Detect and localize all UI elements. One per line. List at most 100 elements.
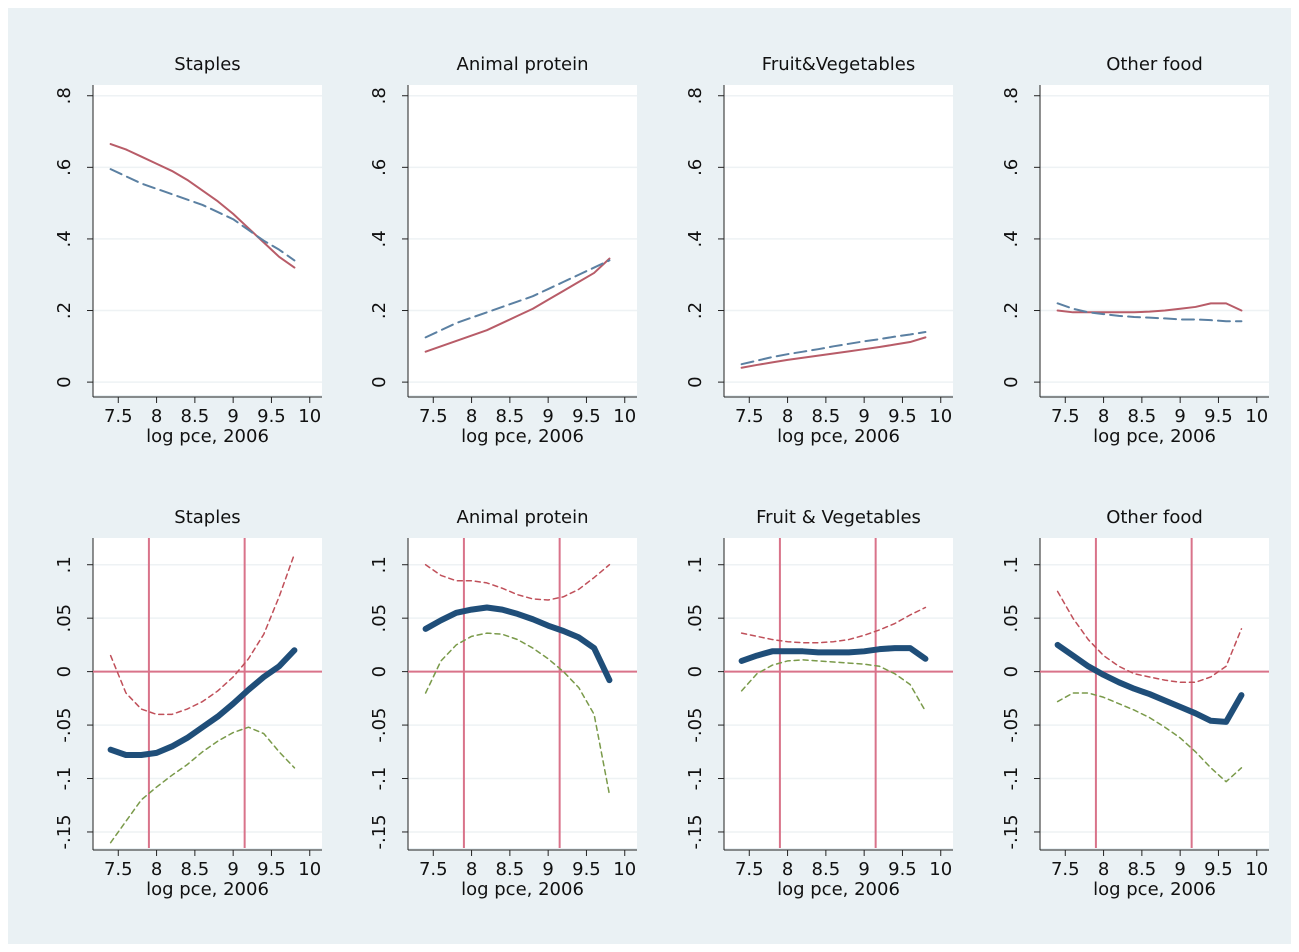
y-tick-label: 0 bbox=[1001, 666, 1022, 677]
series-line bbox=[422, 604, 613, 684]
series-line bbox=[740, 659, 927, 712]
x-tick-label: 9.5 bbox=[1204, 859, 1233, 880]
x-tick-label: 8 bbox=[1098, 859, 1109, 880]
series-line bbox=[1056, 302, 1243, 314]
x-tick-label: 9.5 bbox=[888, 406, 917, 427]
y-tick-label: .6 bbox=[1001, 159, 1022, 176]
x-tick-label: 9 bbox=[227, 406, 238, 427]
series-line bbox=[424, 563, 611, 601]
y-tick-label: -.15 bbox=[369, 814, 390, 849]
y-tick-label: -.05 bbox=[369, 708, 390, 743]
panel-title: Staples bbox=[174, 54, 240, 75]
y-tick-label: .2 bbox=[685, 302, 706, 319]
x-tick-label: 9 bbox=[542, 406, 553, 427]
y-tick-label: 0 bbox=[369, 376, 390, 387]
y-tick-label: .4 bbox=[685, 230, 706, 247]
series-line bbox=[107, 647, 298, 758]
x-tick-label: 9 bbox=[1174, 406, 1185, 427]
series-line bbox=[109, 168, 296, 262]
x-tick-label: 7.5 bbox=[735, 406, 764, 427]
plot-area bbox=[1040, 85, 1269, 395]
x-tick-label: 7.5 bbox=[735, 859, 764, 880]
y-tick-label: -.05 bbox=[1001, 708, 1022, 743]
panel-title: Fruit&Vegetables bbox=[762, 54, 915, 75]
x-tick-label: 9.5 bbox=[257, 859, 286, 880]
x-tick-label: 8 bbox=[782, 406, 793, 427]
y-tick-label: .2 bbox=[1001, 302, 1022, 319]
x-tick-label: 10 bbox=[613, 859, 636, 880]
series-line bbox=[1056, 692, 1243, 783]
y-tick-label: .2 bbox=[54, 302, 75, 319]
x-axis-label: log pce, 2006 bbox=[1093, 426, 1216, 447]
plot-area bbox=[724, 538, 953, 848]
panel-title: Other food bbox=[1106, 54, 1203, 75]
x-tick-label: 9 bbox=[542, 859, 553, 880]
x-axis-label: log pce, 2006 bbox=[777, 879, 900, 900]
y-tick-label: .6 bbox=[685, 159, 706, 176]
x-tick-label: 10 bbox=[613, 406, 636, 427]
x-axis-label: log pce, 2006 bbox=[777, 426, 900, 447]
panel-title: Fruit & Vegetables bbox=[756, 507, 921, 528]
x-tick-label: 10 bbox=[1245, 859, 1268, 880]
y-tick-label: .2 bbox=[369, 302, 390, 319]
y-tick-label: .4 bbox=[54, 230, 75, 247]
x-axis-label: log pce, 2006 bbox=[461, 426, 584, 447]
x-tick-label: 8 bbox=[466, 406, 477, 427]
series-line bbox=[740, 336, 927, 369]
y-tick-label: .1 bbox=[1001, 556, 1022, 573]
y-tick-label: .4 bbox=[369, 230, 390, 247]
x-tick-label: 8.5 bbox=[1128, 406, 1157, 427]
x-tick-label: 8 bbox=[151, 859, 162, 880]
series-line bbox=[1056, 590, 1243, 684]
panel-title: Animal protein bbox=[457, 507, 589, 528]
plot-area bbox=[408, 538, 637, 848]
y-tick-label: 0 bbox=[685, 376, 706, 387]
x-tick-label: 9 bbox=[227, 859, 238, 880]
x-tick-label: 10 bbox=[298, 859, 321, 880]
x-tick-label: 10 bbox=[929, 406, 952, 427]
y-tick-label: 0 bbox=[54, 666, 75, 677]
panel-title: Other food bbox=[1106, 507, 1203, 528]
x-tick-label: 7.5 bbox=[1051, 859, 1080, 880]
x-tick-label: 8.5 bbox=[812, 859, 841, 880]
x-tick-label: 9.5 bbox=[257, 406, 286, 427]
x-tick-label: 7.5 bbox=[419, 406, 448, 427]
x-tick-label: 9.5 bbox=[572, 406, 601, 427]
x-tick-label: 10 bbox=[298, 406, 321, 427]
y-tick-label: -.05 bbox=[685, 708, 706, 743]
y-tick-label: .05 bbox=[1001, 604, 1022, 633]
x-tick-label: 8 bbox=[782, 859, 793, 880]
series-line bbox=[424, 259, 611, 339]
x-tick-label: 7.5 bbox=[104, 859, 133, 880]
x-axis-label: log pce, 2006 bbox=[146, 879, 269, 900]
x-tick-label: 7.5 bbox=[419, 859, 448, 880]
x-tick-label: 9 bbox=[1174, 859, 1185, 880]
series-line bbox=[740, 606, 927, 644]
y-tick-label: .1 bbox=[685, 556, 706, 573]
y-tick-label: .4 bbox=[1001, 230, 1022, 247]
x-tick-label: 8.5 bbox=[1128, 859, 1157, 880]
x-tick-label: 9 bbox=[858, 859, 869, 880]
x-tick-label: 8 bbox=[1098, 406, 1109, 427]
y-tick-label: .8 bbox=[1001, 87, 1022, 104]
y-tick-label: .6 bbox=[54, 159, 75, 176]
x-tick-label: 10 bbox=[1245, 406, 1268, 427]
y-tick-label: .05 bbox=[369, 604, 390, 633]
y-tick-label: -.1 bbox=[54, 767, 75, 791]
plot-area bbox=[408, 85, 637, 395]
y-tick-label: -.15 bbox=[1001, 814, 1022, 849]
x-tick-label: 9 bbox=[858, 406, 869, 427]
x-tick-label: 9.5 bbox=[572, 859, 601, 880]
x-tick-label: 9.5 bbox=[1204, 406, 1233, 427]
x-tick-label: 8.5 bbox=[496, 406, 525, 427]
panel-title: Animal protein bbox=[457, 54, 589, 75]
x-tick-label: 8.5 bbox=[496, 859, 525, 880]
y-tick-label: .1 bbox=[369, 556, 390, 573]
series-line bbox=[424, 632, 611, 796]
x-tick-label: 8.5 bbox=[812, 406, 841, 427]
y-tick-label: 0 bbox=[369, 666, 390, 677]
y-tick-label: 0 bbox=[54, 376, 75, 387]
y-tick-label: -.15 bbox=[54, 814, 75, 849]
